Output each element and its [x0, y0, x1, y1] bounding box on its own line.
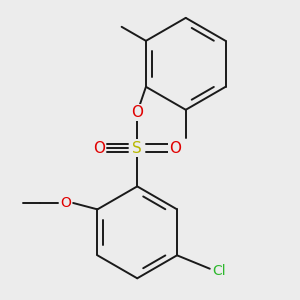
Text: S: S	[132, 141, 142, 156]
Text: Cl: Cl	[212, 264, 226, 278]
Text: O: O	[169, 141, 181, 156]
Text: O: O	[131, 105, 143, 120]
Text: O: O	[93, 141, 105, 156]
Text: O: O	[60, 196, 71, 210]
